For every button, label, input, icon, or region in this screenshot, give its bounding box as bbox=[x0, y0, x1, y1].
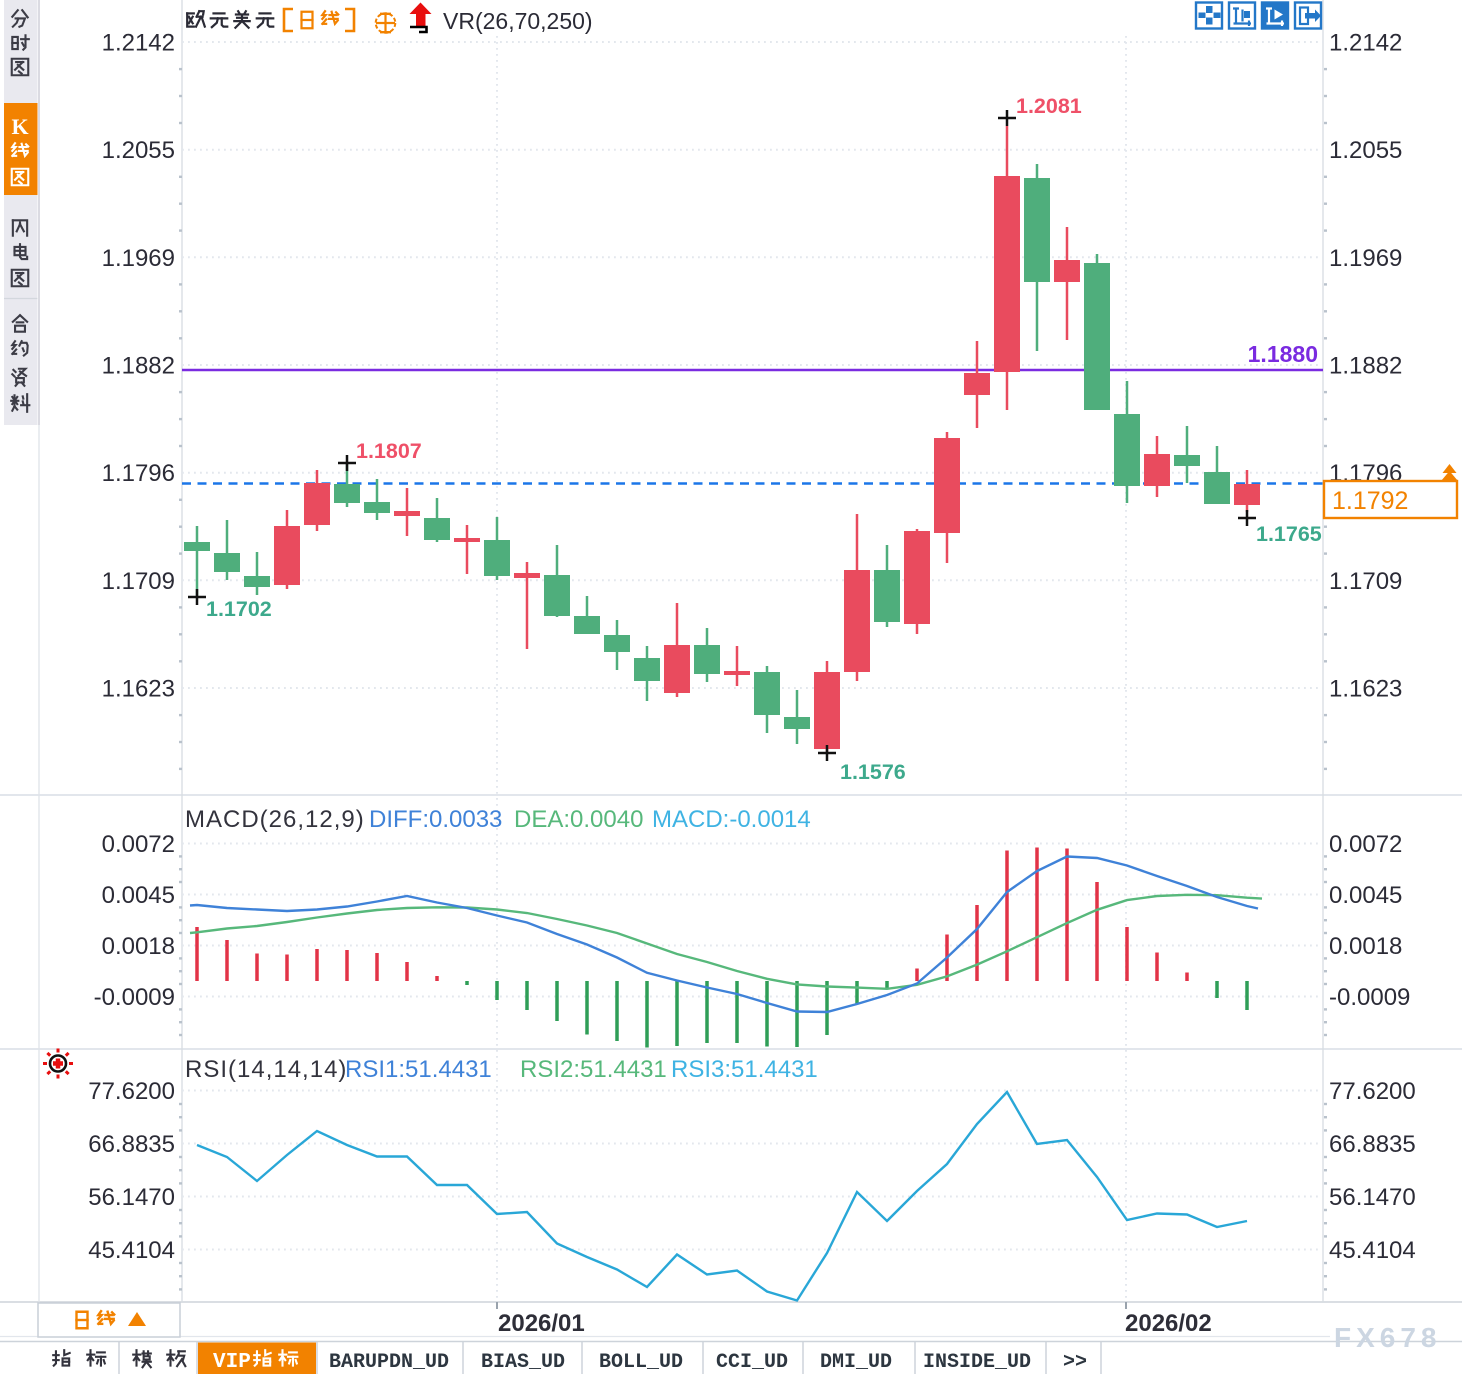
svg-text:DIFF:0.0033: DIFF:0.0033 bbox=[369, 806, 502, 833]
svg-text:2026/01: 2026/01 bbox=[498, 1310, 585, 1337]
svg-text:-0.0009: -0.0009 bbox=[1329, 984, 1410, 1011]
svg-text:K: K bbox=[11, 114, 28, 139]
svg-text:INSIDE_UD: INSIDE_UD bbox=[923, 1351, 1031, 1374]
svg-text:MACD(26,12,9): MACD(26,12,9) bbox=[185, 806, 365, 833]
svg-text:>>: >> bbox=[1063, 1351, 1087, 1374]
svg-text:RSI(14,14,14): RSI(14,14,14) bbox=[185, 1056, 347, 1083]
svg-text:56.1470: 56.1470 bbox=[1329, 1184, 1416, 1211]
svg-text:1.1709: 1.1709 bbox=[102, 568, 175, 595]
svg-text:BARUPDN_UD: BARUPDN_UD bbox=[329, 1351, 449, 1374]
svg-text:-0.0009: -0.0009 bbox=[94, 984, 175, 1011]
svg-text:1.1882: 1.1882 bbox=[102, 353, 175, 380]
svg-text:45.4104: 45.4104 bbox=[88, 1237, 175, 1264]
svg-text:VIP: VIP bbox=[213, 1351, 251, 1374]
svg-text:RSI3:51.4431: RSI3:51.4431 bbox=[671, 1056, 818, 1083]
svg-text:RSI1:51.4431: RSI1:51.4431 bbox=[345, 1056, 492, 1083]
svg-text:56.1470: 56.1470 bbox=[88, 1184, 175, 1211]
svg-text:0.0072: 0.0072 bbox=[1329, 831, 1402, 858]
svg-text:1.1969: 1.1969 bbox=[1329, 245, 1402, 272]
svg-text:DEA:0.0040: DEA:0.0040 bbox=[514, 806, 643, 833]
svg-text:BIAS_UD: BIAS_UD bbox=[481, 1351, 565, 1374]
svg-text:1.2142: 1.2142 bbox=[102, 30, 175, 57]
svg-text:0.0018: 0.0018 bbox=[102, 933, 175, 960]
svg-text:RSI2:51.4431: RSI2:51.4431 bbox=[520, 1056, 667, 1083]
svg-text:1.1623: 1.1623 bbox=[1329, 676, 1402, 703]
svg-text:1.1969: 1.1969 bbox=[102, 245, 175, 272]
svg-text:MACD:-0.0014: MACD:-0.0014 bbox=[652, 806, 811, 833]
svg-text:1.1796: 1.1796 bbox=[102, 460, 175, 487]
svg-text:1.1807: 1.1807 bbox=[356, 439, 422, 463]
svg-text:0.0045: 0.0045 bbox=[1329, 882, 1402, 909]
svg-text:0.0072: 0.0072 bbox=[102, 831, 175, 858]
svg-text:1.1792: 1.1792 bbox=[1332, 487, 1408, 515]
svg-text:1.2055: 1.2055 bbox=[102, 137, 175, 164]
svg-text:1.1576: 1.1576 bbox=[840, 760, 906, 784]
svg-text:1.2081: 1.2081 bbox=[1016, 94, 1082, 118]
svg-text:1.1623: 1.1623 bbox=[102, 676, 175, 703]
svg-text:66.8835: 66.8835 bbox=[1329, 1131, 1416, 1158]
svg-text:1.1880: 1.1880 bbox=[1248, 341, 1318, 367]
svg-text:1.1702: 1.1702 bbox=[206, 597, 272, 621]
svg-text:2026/02: 2026/02 bbox=[1125, 1310, 1212, 1337]
svg-text:DMI_UD: DMI_UD bbox=[820, 1351, 892, 1374]
svg-text:77.6200: 77.6200 bbox=[1329, 1078, 1416, 1105]
svg-text:1.1882: 1.1882 bbox=[1329, 353, 1402, 380]
svg-text:1.1709: 1.1709 bbox=[1329, 568, 1402, 595]
svg-text:45.4104: 45.4104 bbox=[1329, 1237, 1416, 1264]
svg-text:BOLL_UD: BOLL_UD bbox=[599, 1351, 683, 1374]
svg-text:66.8835: 66.8835 bbox=[88, 1131, 175, 1158]
svg-text:FX678: FX678 bbox=[1334, 1322, 1442, 1353]
svg-text:VR(26,70,250): VR(26,70,250) bbox=[443, 8, 593, 34]
svg-text:1.2142: 1.2142 bbox=[1329, 30, 1402, 57]
svg-text:CCI_UD: CCI_UD bbox=[716, 1351, 788, 1374]
svg-text:1.2055: 1.2055 bbox=[1329, 137, 1402, 164]
svg-text:0.0018: 0.0018 bbox=[1329, 933, 1402, 960]
svg-text:77.6200: 77.6200 bbox=[88, 1078, 175, 1105]
svg-text:0.0045: 0.0045 bbox=[102, 882, 175, 909]
svg-text:1.1765: 1.1765 bbox=[1256, 522, 1322, 546]
